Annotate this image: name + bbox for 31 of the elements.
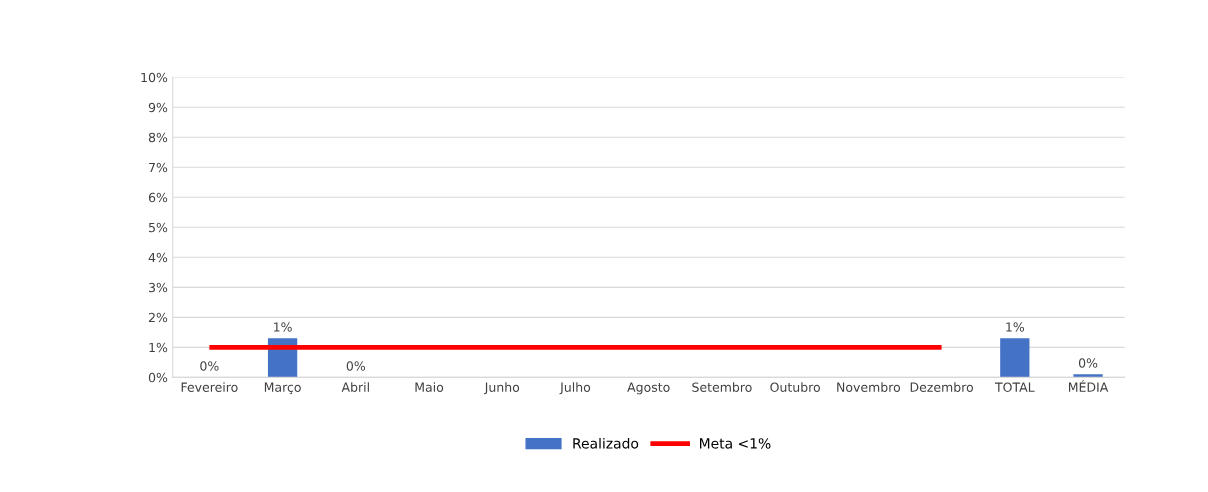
y-tick-label: 7% (149, 162, 168, 173)
y-tick-label: 4% (148, 252, 168, 263)
x-tick-label: Setembro (692, 382, 752, 392)
x-tick-label: Agosto (627, 382, 670, 395)
x-tick-label: Julho (559, 382, 591, 395)
data-label: 0% (346, 361, 366, 371)
y-tick-label: 0% (148, 372, 168, 383)
y-tick-label: 2% (148, 312, 168, 323)
y-tick-label: 1% (149, 342, 168, 353)
legend-label: Realizado (573, 437, 639, 449)
x-tick-label: Fevereiro (181, 382, 238, 392)
y-tick-label: 10% (141, 72, 168, 83)
data-label: 0% (1078, 358, 1098, 368)
x-tick-label: Outubro (770, 382, 820, 392)
data-label: 1% (274, 322, 292, 332)
y-tick-label: 3% (149, 282, 168, 293)
y-tick-label: 8% (148, 132, 168, 143)
data-label: 0% (200, 361, 219, 371)
x-tick-label: Novembro (837, 382, 901, 392)
x-tick-label: TOTAL (994, 382, 1035, 392)
data-label: 1% (1006, 322, 1025, 332)
x-tick-label: Junho (484, 382, 520, 395)
y-tick-label: 6% (148, 192, 168, 203)
y-tick-label: 5% (149, 222, 168, 233)
x-tick-label: Maio (415, 382, 444, 392)
legend-label: Meta <1% (700, 438, 771, 449)
x-tick-label: Março (264, 382, 301, 395)
x-tick-label: Abril (341, 382, 369, 392)
x-tick-label: Dezembro (910, 382, 973, 392)
x-tick-label: MÉDIA (1068, 380, 1109, 392)
y-tick-label: 9% (148, 102, 168, 113)
